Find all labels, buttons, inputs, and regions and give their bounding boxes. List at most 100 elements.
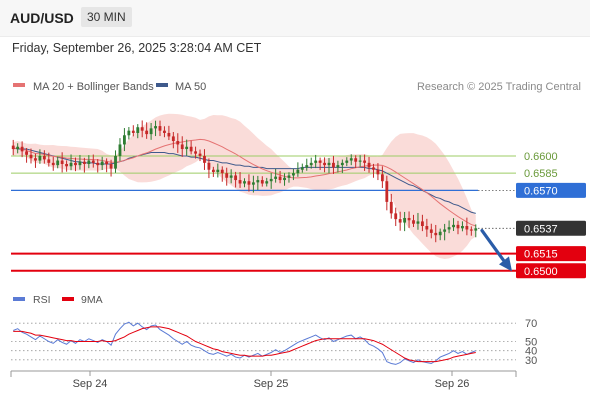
candle-body: [198, 153, 202, 156]
candle-body: [65, 163, 69, 167]
ma20-legend-swatch: [13, 83, 25, 87]
candle-body: [140, 127, 144, 131]
candle-body: [452, 224, 455, 228]
forecast-arrow-head: [499, 256, 512, 272]
candle-body: [323, 162, 326, 166]
support-label-box: [516, 246, 586, 262]
ma50-line: [13, 147, 476, 214]
candle-body: [29, 154, 33, 159]
candle-body: [283, 177, 286, 181]
candle-body: [96, 162, 100, 166]
candle-body: [194, 151, 197, 154]
resistance-label: 0.6600: [524, 151, 558, 163]
candle-body: [349, 158, 353, 161]
candle-body: [345, 160, 349, 163]
candle-body: [469, 229, 473, 231]
candle-body: [114, 155, 117, 169]
candle-body: [180, 144, 184, 150]
candle-body: [25, 151, 28, 155]
level-labels: 0.6600 0.6585 0.6570 0.6537 0.6515 0.6500: [516, 151, 586, 279]
candle-body: [363, 160, 367, 163]
candle-body: [229, 175, 233, 178]
support-label: 0.6500: [524, 266, 558, 278]
candle-body: [234, 175, 238, 181]
x-tick-label: Sep 25: [254, 378, 289, 390]
candle-body: [185, 146, 189, 150]
candle-body: [274, 176, 278, 179]
candle-body: [78, 161, 82, 166]
candle-body: [127, 130, 131, 136]
candle-body: [136, 127, 140, 133]
candle-body: [51, 162, 55, 166]
candle-body: [56, 160, 60, 166]
candle-body: [292, 173, 295, 176]
candle-body: [211, 169, 215, 173]
x-axis: Sep 24 Sep 25 Sep 26: [10, 370, 517, 390]
forecast-arrow-shaft: [480, 229, 507, 264]
candle-body: [398, 219, 402, 223]
rsi-ma-legend-label: 9MA: [81, 294, 103, 306]
candle-body: [216, 169, 220, 173]
candle-body: [11, 145, 15, 150]
x-tick-label: Sep 26: [435, 378, 470, 390]
rsi-legend: RSI 9MA: [13, 294, 103, 306]
candle-body: [42, 155, 46, 160]
candle-body: [167, 132, 171, 137]
x-tick-label: Sep 24: [73, 378, 108, 390]
candle-body: [318, 160, 322, 163]
support-label: 0.6515: [524, 249, 558, 261]
candle-body: [176, 141, 180, 145]
candle-body: [251, 182, 255, 185]
support-label-box: [516, 263, 586, 279]
candle-body: [314, 160, 318, 163]
candle-body: [420, 221, 424, 227]
pair-title: AUD/USD: [10, 10, 74, 26]
candle-body: [425, 226, 429, 230]
candle-body: [278, 176, 282, 181]
candle-body: [260, 180, 264, 184]
candle-body: [332, 162, 335, 168]
candle-body: [225, 173, 229, 178]
forecast-arrow: [480, 229, 512, 272]
candle-body: [69, 162, 73, 167]
candle-body: [474, 228, 478, 231]
candle-body: [163, 130, 166, 133]
candle-body: [340, 162, 344, 166]
pivot-label: 0.6570: [524, 185, 558, 197]
candle-body: [389, 201, 393, 214]
candle-body: [287, 175, 291, 178]
candle-body: [16, 146, 20, 150]
rsi-tick-label: 70: [525, 318, 537, 330]
candle-body: [203, 155, 206, 163]
rsi-line: [13, 321, 476, 365]
candle-body: [429, 229, 433, 233]
candle-body: [456, 224, 460, 229]
timeframe-button[interactable]: 30 MIN: [81, 7, 132, 27]
rsi-tick-label: 30: [525, 355, 537, 367]
rsi-ma-legend-swatch: [62, 297, 74, 301]
candle-body: [380, 174, 384, 182]
legend: MA 20 + Bollinger Bands MA 50 Research ©…: [13, 81, 581, 93]
candle-body: [105, 161, 109, 164]
candle-body: [265, 181, 269, 184]
ma50-legend-label: MA 50: [175, 81, 206, 93]
rsi-tick-label: 40: [525, 346, 537, 358]
candle-body: [372, 167, 375, 170]
rsi-ma-line: [13, 326, 476, 363]
candle-body: [87, 160, 91, 164]
candle-body: [465, 226, 469, 230]
candle-body: [256, 180, 260, 183]
candle-body: [376, 169, 380, 175]
candle-body: [91, 160, 95, 163]
candle-body: [416, 221, 420, 224]
candle-body: [434, 232, 438, 236]
candle-body: [20, 146, 24, 152]
candle-body: [38, 155, 42, 161]
candle-body: [82, 161, 86, 164]
candle-body: [247, 181, 251, 185]
candle-body: [145, 130, 149, 135]
candle-body: [300, 167, 304, 170]
candle-body: [243, 181, 246, 184]
moving-averages: [13, 138, 476, 227]
